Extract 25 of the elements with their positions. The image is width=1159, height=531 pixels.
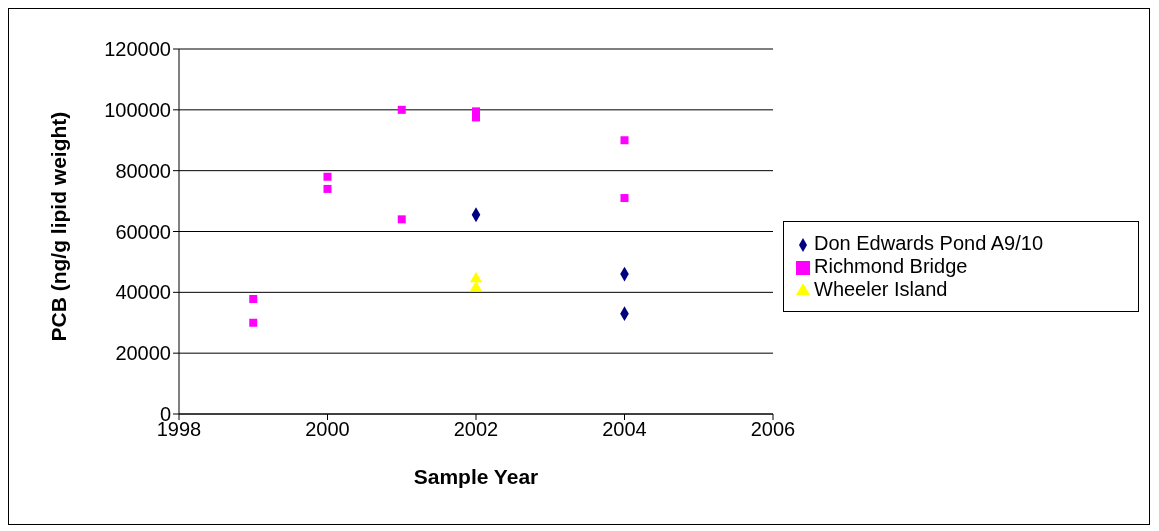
y-tick-label: 40000 <box>115 281 171 304</box>
point <box>249 318 258 327</box>
point <box>620 136 629 145</box>
y-tick-label: 100000 <box>104 98 171 121</box>
point <box>397 105 406 114</box>
legend-label: Richmond Bridge <box>814 255 968 277</box>
point <box>249 295 258 304</box>
point <box>620 194 629 203</box>
x-tick-label: 2002 <box>453 418 499 441</box>
point <box>323 172 332 181</box>
legend-label: Don Edwards Pond A9/10 <box>814 232 1044 254</box>
x-axis-title: Sample Year <box>413 465 539 488</box>
y-tick-label: 20000 <box>115 342 171 365</box>
y-axis-title: PCB (ng/g lipid weight) <box>47 111 71 342</box>
point <box>469 271 483 283</box>
x-tick-label: 2004 <box>602 418 647 441</box>
point <box>397 215 406 224</box>
legend-label: Wheeler Island <box>814 278 948 300</box>
point <box>469 280 483 292</box>
y-tick-label: 120000 <box>104 38 171 61</box>
y-tick-label: 80000 <box>115 159 171 182</box>
point <box>323 184 332 193</box>
x-tick-label: 2000 <box>305 418 350 441</box>
x-tick-label: 2006 <box>750 418 796 441</box>
y-tick-label: 60000 <box>115 220 171 243</box>
